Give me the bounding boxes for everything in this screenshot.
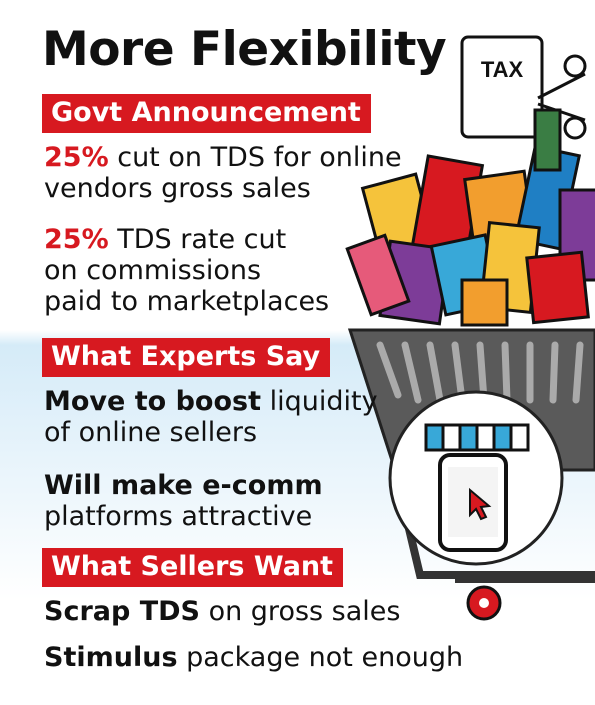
section-heading-sellers: What Sellers Want: [42, 548, 344, 587]
cart-goods: [345, 108, 595, 327]
item-highlight: 25%: [44, 224, 109, 255]
item-text: cut on TDS for online: [108, 142, 402, 173]
item-highlight: 25%: [44, 142, 109, 173]
cursor-icon: [469, 487, 492, 521]
item-text: on gross sales: [200, 596, 401, 627]
item-highlight: Scrap TDS: [44, 596, 200, 627]
scissors-icon: [537, 54, 587, 140]
tax-tag-label: TAX: [481, 57, 524, 82]
item-text-line2: on commissions: [44, 255, 262, 286]
section-heading-govt: Govt Announcement: [42, 94, 371, 133]
list-item: 25% cut on TDS for online vendors gross …: [44, 142, 402, 204]
list-item: Will make e-comm platforms attractive: [44, 470, 323, 532]
item-highlight: Stimulus: [44, 642, 178, 673]
list-item: Stimulus package not enough: [44, 642, 463, 673]
section-heading-experts: What Experts Say: [42, 338, 331, 377]
item-text-line2: of online sellers: [44, 417, 258, 448]
page-title: More Flexibility: [42, 22, 447, 77]
list-item: 25% TDS rate cut on commissions paid to …: [44, 224, 329, 317]
item-highlight: Move to boost: [44, 386, 261, 417]
item-text: TDS rate cut: [108, 224, 287, 255]
item-highlight: Will make e-comm: [44, 470, 323, 501]
item-text-line2: platforms attractive: [44, 501, 313, 532]
item-text-line2: vendors gross sales: [44, 173, 311, 204]
tax-tag-icon: TAX: [460, 35, 544, 139]
item-text: liquidity: [261, 386, 378, 417]
item-text: package not enough: [177, 642, 464, 673]
mobile-store-icon: [388, 390, 564, 566]
item-text-line3: paid to marketplaces: [44, 286, 330, 317]
list-item: Move to boost liquidity of online seller…: [44, 386, 378, 448]
list-item: Scrap TDS on gross sales: [44, 596, 400, 627]
